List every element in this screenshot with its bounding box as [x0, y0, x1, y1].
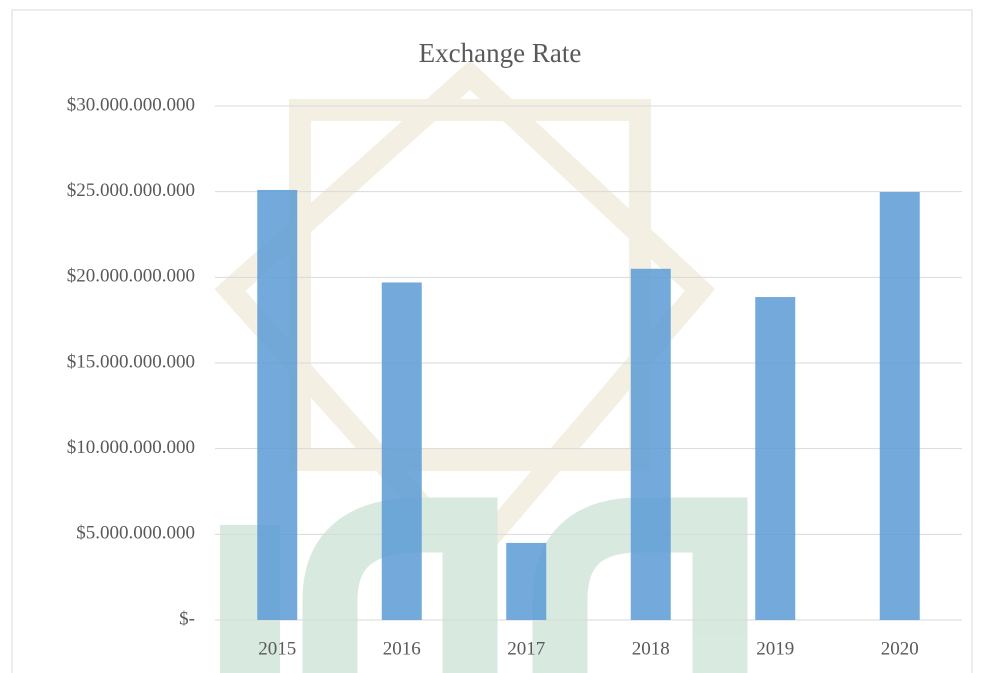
- chart: Exchange Rate $- $5.000.000.000 $10.000.00…: [0, 0, 984, 673]
- bar: [506, 543, 546, 620]
- y-tick-label: $15.000.000.000: [67, 351, 195, 372]
- y-tick-label: $20.000.000.000: [67, 266, 195, 287]
- x-tick-label: 2018: [632, 638, 670, 659]
- x-tick-label: 2016: [383, 638, 421, 659]
- y-tick-label: $25.000.000.000: [67, 180, 195, 201]
- bar: [257, 190, 297, 620]
- bar: [382, 282, 422, 620]
- x-tick-label: 2020: [881, 638, 919, 659]
- chart-title: Exchange Rate: [419, 38, 582, 68]
- y-tick-label: $10.000.000.000: [67, 437, 195, 458]
- y-tick-label: $30.000.000.000: [67, 94, 195, 115]
- x-tick-label: 2017: [507, 638, 545, 659]
- bar: [880, 192, 920, 620]
- x-tick-label: 2015: [258, 638, 296, 659]
- bar: [755, 297, 795, 620]
- y-tick-label: $-: [179, 608, 195, 629]
- x-tick-label: 2019: [756, 638, 794, 659]
- y-tick-label: $5.000.000.000: [76, 523, 195, 544]
- bar: [631, 269, 671, 620]
